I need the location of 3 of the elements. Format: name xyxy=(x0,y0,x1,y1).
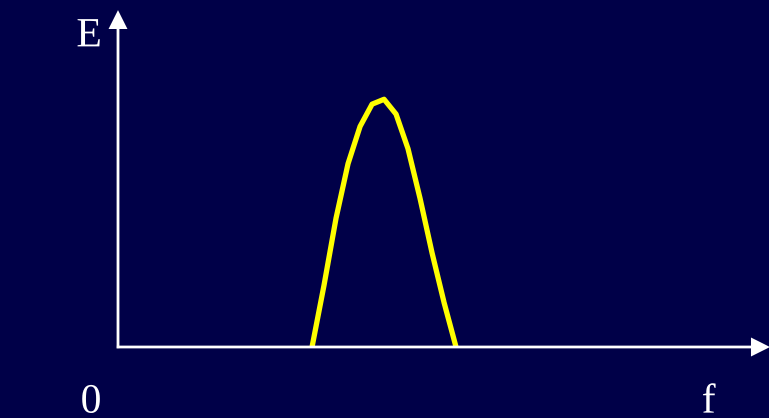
text: 0 xyxy=(82,384,100,414)
x-axis-title: f xyxy=(702,383,716,413)
y-axis-title: E xyxy=(78,19,100,46)
